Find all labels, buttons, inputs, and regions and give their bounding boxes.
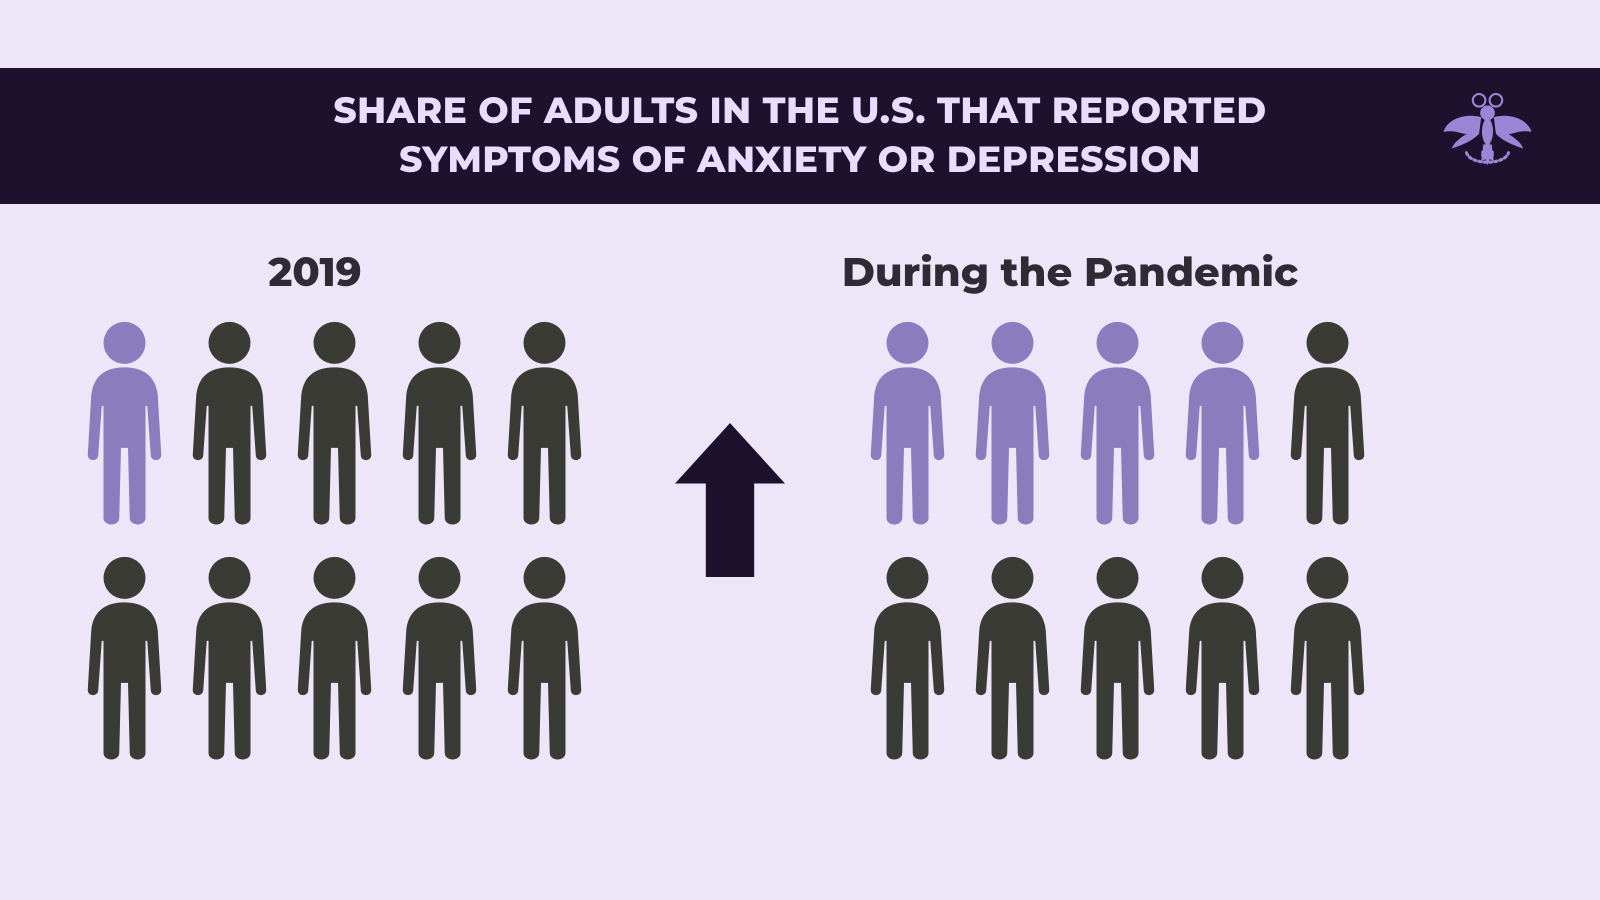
person-cell (177, 545, 282, 755)
person-cell (960, 545, 1065, 755)
person-icon (1170, 545, 1275, 772)
page-title: SHARE OF ADULTS IN THE U.S. THAT REPORTE… (333, 87, 1266, 184)
person-icon (1275, 545, 1380, 772)
person-icon (282, 310, 387, 537)
person-icon (960, 545, 1065, 772)
person-cell (282, 310, 387, 520)
person-cell (855, 310, 960, 520)
up-arrow-icon (675, 420, 785, 580)
person-cell (72, 310, 177, 520)
person-cell (1275, 310, 1380, 520)
person-icon (960, 310, 1065, 537)
person-cell (387, 545, 492, 755)
person-cell (282, 545, 387, 755)
person-icon (72, 310, 177, 537)
title-line-2: SYMPTOMS OF ANXIETY OR DEPRESSION (399, 138, 1201, 182)
person-cell (1170, 310, 1275, 520)
title-line-1: SHARE OF ADULTS IN THE U.S. THAT REPORTE… (333, 89, 1266, 133)
person-cell (960, 310, 1065, 520)
person-icon (177, 310, 282, 537)
header-bar: SHARE OF ADULTS IN THE U.S. THAT REPORTE… (0, 68, 1600, 204)
person-icon (282, 545, 387, 772)
person-icon (1275, 310, 1380, 537)
person-cell (492, 310, 597, 520)
eagle-seal-icon (1435, 84, 1540, 189)
person-cell (492, 545, 597, 755)
person-icon (855, 545, 960, 772)
right-people-grid (855, 310, 1380, 755)
person-cell (387, 310, 492, 520)
person-cell (177, 310, 282, 520)
person-icon (387, 310, 492, 537)
left-people-grid (72, 310, 597, 755)
person-icon (1065, 310, 1170, 537)
person-cell (1065, 310, 1170, 520)
person-icon (72, 545, 177, 772)
person-cell (855, 545, 960, 755)
person-icon (387, 545, 492, 772)
left-panel-label: 2019 (268, 248, 361, 297)
person-icon (855, 310, 960, 537)
right-panel-label: During the Pandemic (842, 248, 1298, 297)
person-icon (492, 310, 597, 537)
person-cell (72, 545, 177, 755)
person-cell (1170, 545, 1275, 755)
person-icon (1170, 310, 1275, 537)
person-icon (1065, 545, 1170, 772)
person-icon (492, 545, 597, 772)
person-cell (1065, 545, 1170, 755)
person-cell (1275, 545, 1380, 755)
person-icon (177, 545, 282, 772)
